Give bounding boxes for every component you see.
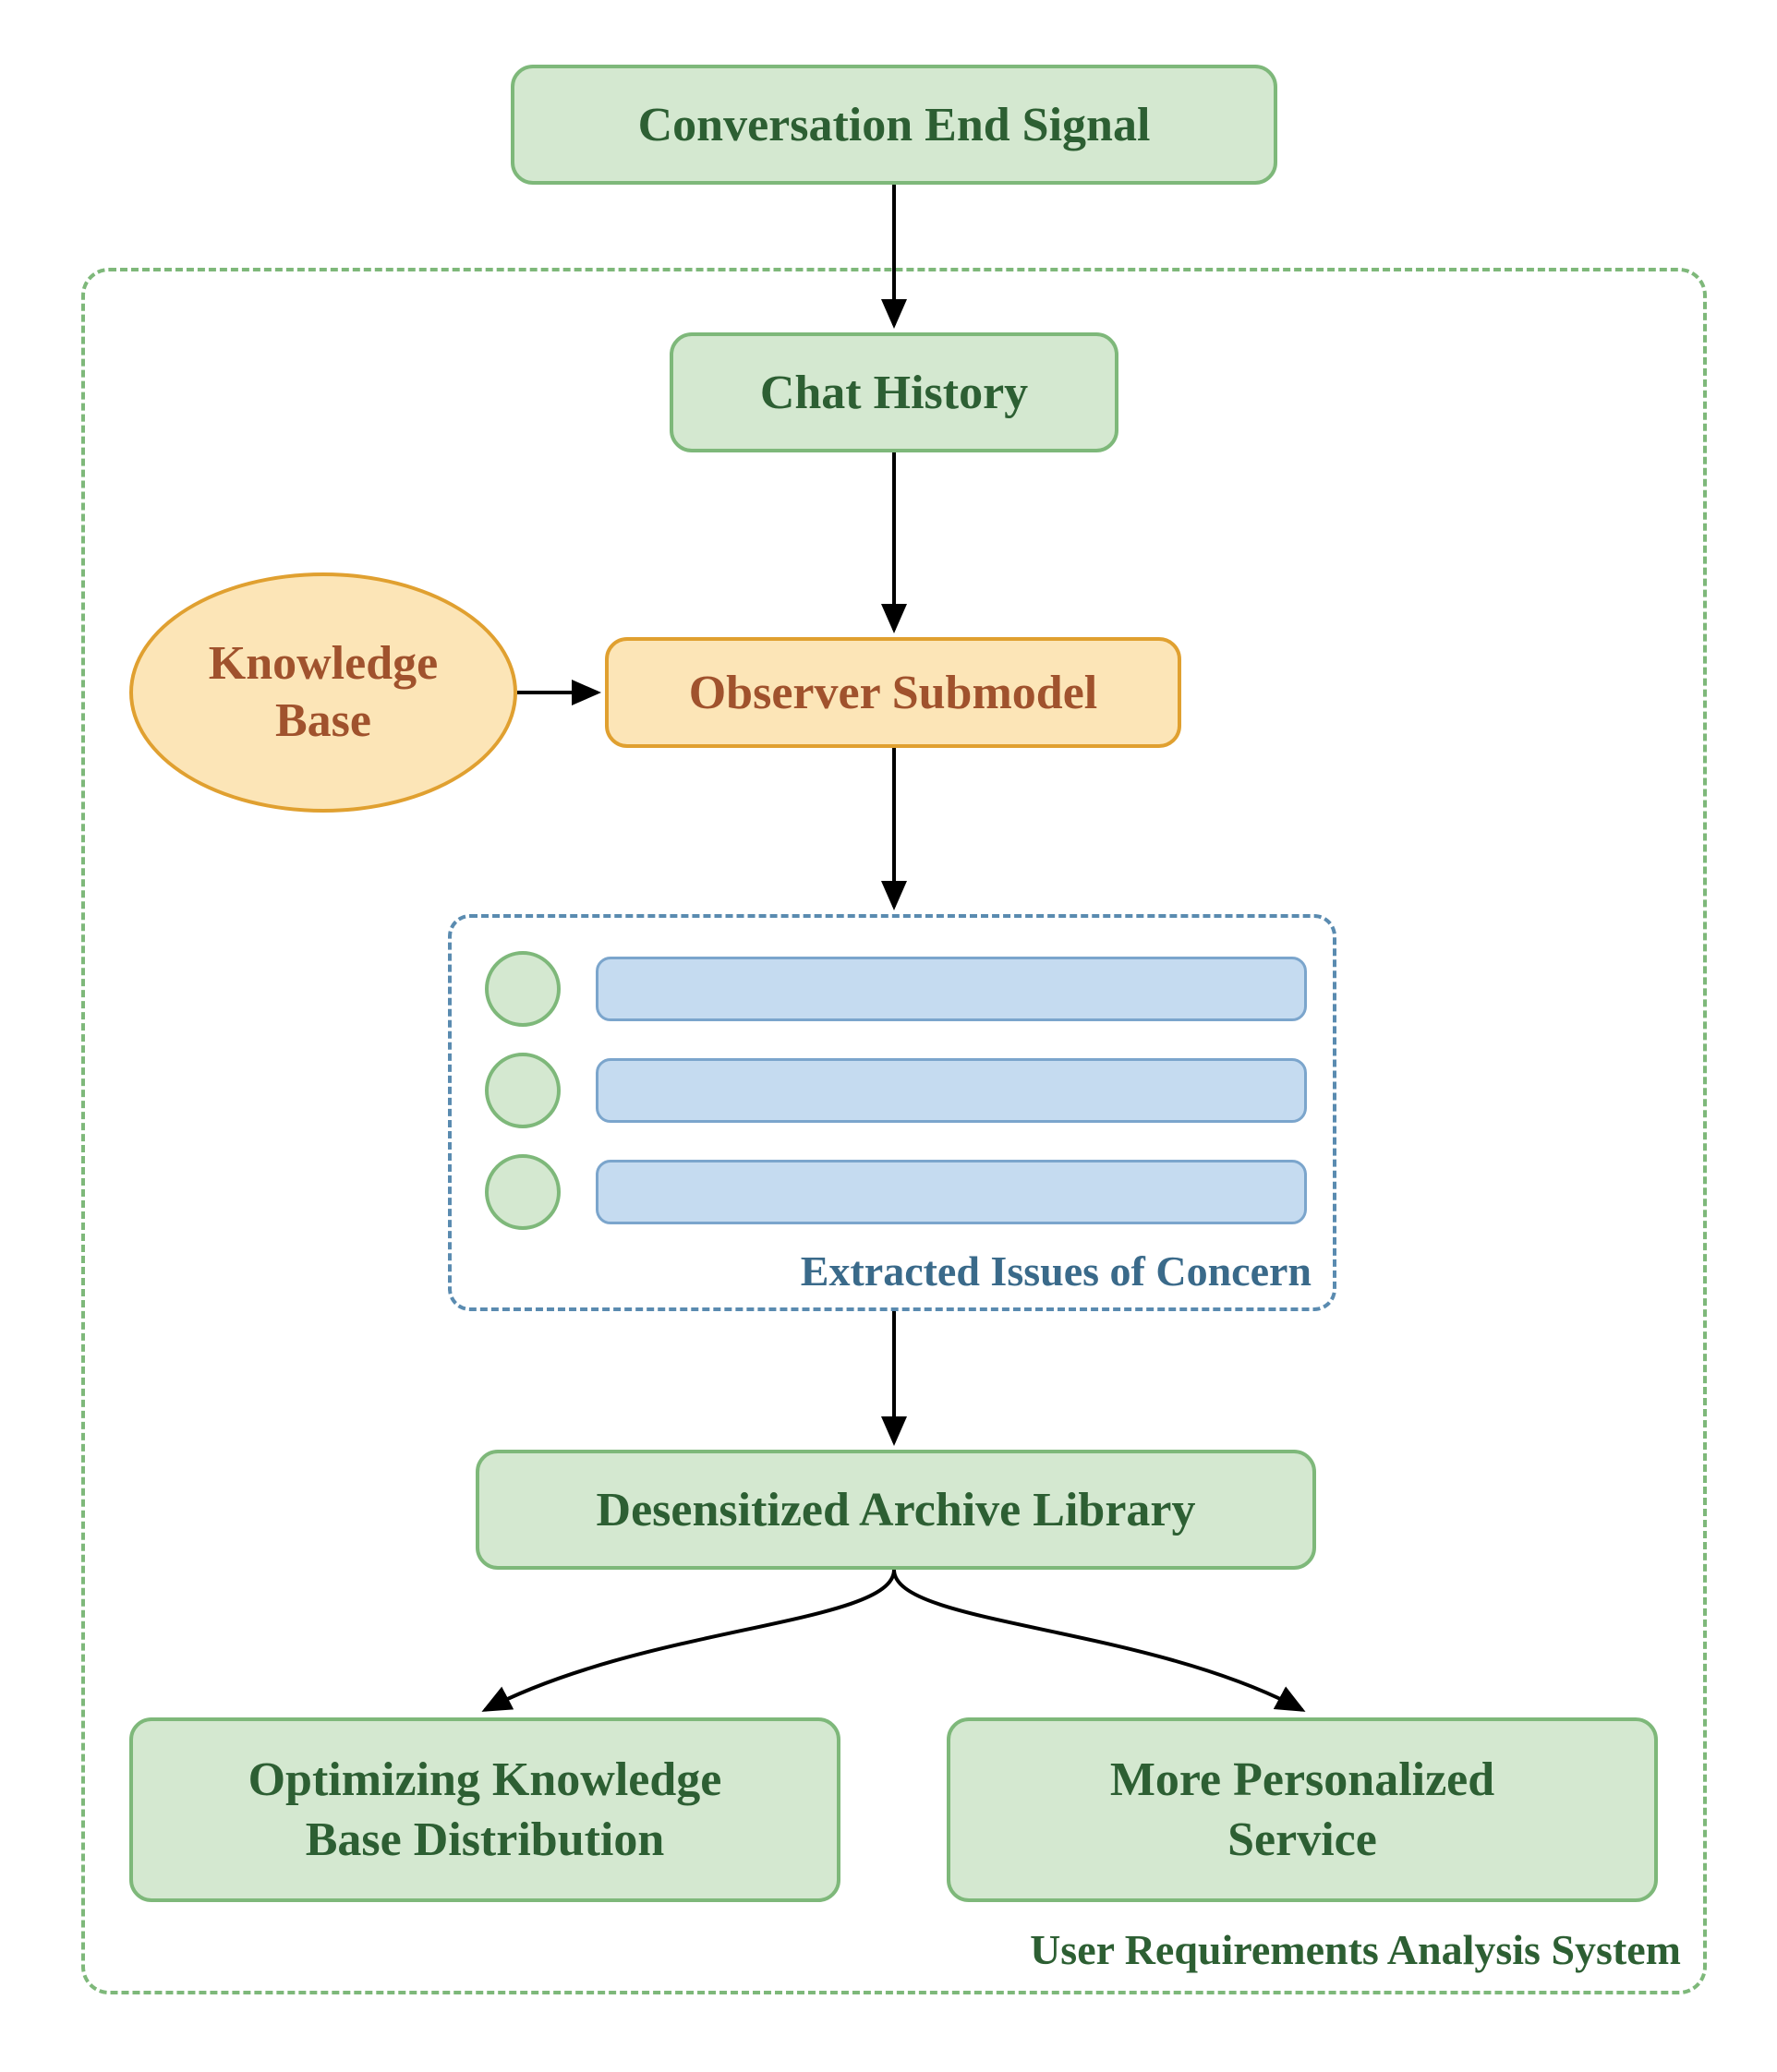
node-observer-submodel: Observer Submodel (605, 637, 1181, 748)
issue-bullet-icon (485, 1053, 561, 1128)
issue-bullet-icon (485, 1154, 561, 1230)
node-label: KnowledgeBase (209, 635, 438, 751)
flowchart-diagram: User Requirements Analysis System Conver… (0, 0, 1777, 2072)
node-optimize: Optimizing KnowledgeBase Distribution (129, 1717, 840, 1902)
node-chat-history: Chat History (670, 332, 1118, 452)
node-label: More PersonalizedService (1110, 1750, 1494, 1870)
node-label: Optimizing KnowledgeBase Distribution (248, 1750, 722, 1870)
node-label: Desensitized Archive Library (597, 1480, 1196, 1540)
issue-bar (596, 1160, 1307, 1224)
issue-bar (596, 1058, 1307, 1123)
node-conversation-end: Conversation End Signal (511, 65, 1277, 185)
node-personalized: More PersonalizedService (947, 1717, 1658, 1902)
node-label: Observer Submodel (689, 666, 1098, 720)
node-knowledge-base: KnowledgeBase (129, 572, 517, 813)
node-archive: Desensitized Archive Library (476, 1450, 1316, 1570)
issues-container-label: Extracted Issues of Concern (554, 1247, 1312, 1295)
issue-bar (596, 957, 1307, 1021)
system-container-label: User Requirements Analysis System (887, 1925, 1681, 1974)
issue-bullet-icon (485, 951, 561, 1027)
node-label: Conversation End Signal (638, 95, 1151, 155)
node-label: Chat History (760, 363, 1028, 423)
